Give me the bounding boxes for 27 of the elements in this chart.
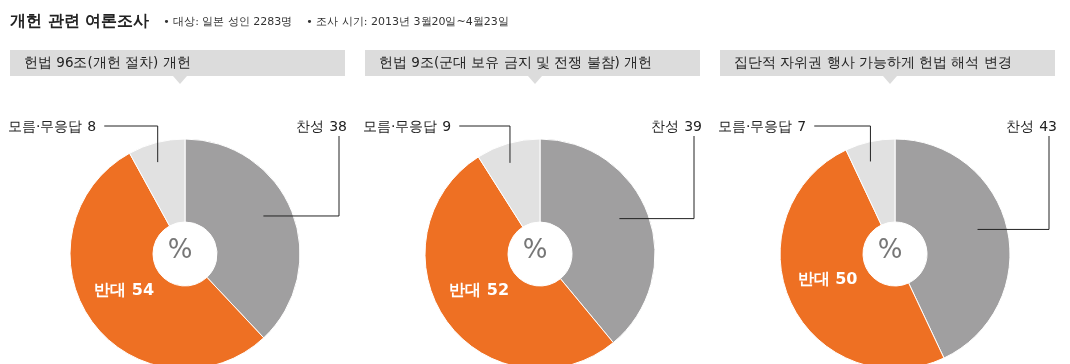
text: 개헌 관련 여론조사 [10,10,150,32]
data-label: 38 [329,118,348,134]
data-label: 9 [442,118,452,134]
chart-title: 헌법 96조(개헌 절차) 개헌 [24,54,191,72]
slice-label: 찬성 [651,118,680,134]
text: % [522,234,548,264]
slice-label: 반대 [94,280,127,300]
slice-label: 찬성 [1006,118,1035,134]
data-label: 43 [1039,118,1058,134]
data-label: 54 [131,280,155,300]
text: % [167,234,193,264]
data-label: 8 [87,118,97,134]
text: % [877,234,903,264]
text: • 조사 시기: 2013년 3월20일~4월23일 [306,13,509,29]
slice-label: 모름·무응답 [8,118,83,134]
data-label: 52 [486,280,510,300]
slice-label: 모름·무응답 [363,118,438,134]
text: • 대상: 일본 성인 2283명 [163,13,293,29]
data-label: 7 [797,118,807,134]
slice-label: 찬성 [296,118,325,134]
data-label: 39 [684,118,703,134]
chart-title: 헌법 9조(군대 보유 금지 및 전쟁 불참) 개헌 [379,54,653,72]
data-label: 50 [835,268,858,288]
slice-label: 반대 [449,280,482,300]
slice-label: 반대 [797,268,830,288]
slice-label: 모름·무응답 [718,118,793,134]
chart-title: 집단적 자위권 행사 가능하게 헌법 해석 변경 [734,54,1012,72]
